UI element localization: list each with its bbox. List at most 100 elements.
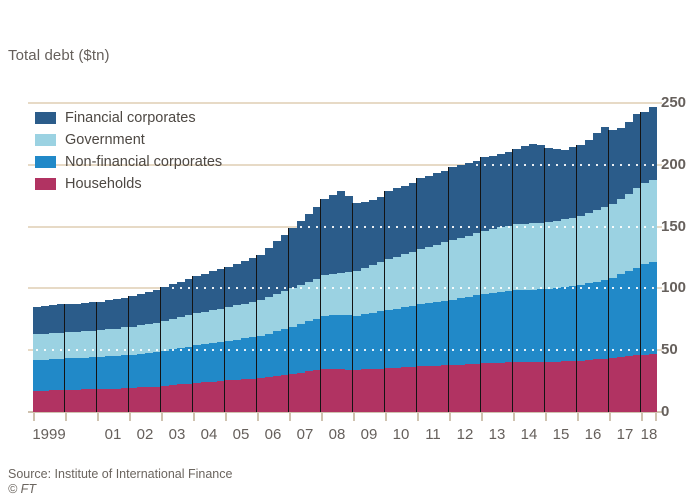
x-tick-2006 — [257, 413, 289, 421]
x-label-2006: 06 — [264, 426, 282, 443]
year-separator — [96, 302, 97, 412]
gridline-dot — [516, 349, 518, 352]
segment-households — [585, 360, 593, 412]
bar-2017-q3 — [625, 121, 633, 412]
x-tick-2010 — [385, 413, 417, 421]
gridline-dot — [508, 287, 510, 290]
x-label-2003: 03 — [168, 426, 186, 443]
gridline-dot — [500, 287, 502, 290]
year-separator — [160, 287, 161, 412]
segment-non-financial-corporates — [41, 359, 49, 391]
bar-2006-q1 — [256, 255, 265, 412]
segment-non-financial-corporates — [449, 299, 457, 366]
gridline-dot — [428, 287, 430, 290]
gridline-dot — [68, 349, 70, 352]
segment-government — [489, 229, 497, 293]
segment-non-financial-corporates — [529, 289, 537, 362]
gridline-dot — [652, 163, 654, 166]
segment-households — [201, 382, 209, 412]
segment-government — [321, 275, 329, 317]
gridline-dot — [444, 287, 446, 290]
segment-financial-corporates — [161, 287, 169, 322]
bar-2005-q2 — [233, 263, 241, 412]
x-label-2009: 09 — [360, 426, 378, 443]
segment-non-financial-corporates — [625, 271, 633, 357]
gridline-dot — [460, 349, 462, 352]
gridline-dot — [308, 349, 310, 352]
gridline-dot — [292, 349, 294, 352]
segment-non-financial-corporates — [361, 314, 369, 370]
segment-financial-corporates — [545, 147, 553, 223]
gridline-dot — [476, 287, 478, 290]
bar-2011-q4 — [441, 171, 449, 412]
gridline-dot — [308, 225, 310, 228]
segment-financial-corporates — [513, 148, 521, 225]
segment-government — [193, 313, 201, 346]
chart-legend: Financial corporates Government Non-financ… — [35, 110, 222, 199]
segment-non-financial-corporates — [33, 360, 41, 391]
segment-households — [137, 387, 145, 412]
segment-non-financial-corporates — [217, 342, 225, 382]
gridline-dot — [252, 349, 254, 352]
gridline-dot — [588, 287, 590, 290]
segment-government — [273, 294, 281, 332]
gridline-dot — [204, 287, 206, 290]
segment-financial-corporates — [633, 114, 641, 189]
segment-financial-corporates — [289, 227, 297, 289]
bar-2007-q3 — [305, 213, 313, 412]
gridline-dot — [284, 287, 286, 290]
year-separator — [448, 167, 449, 412]
segment-households — [169, 385, 177, 412]
gridline-dot — [468, 349, 470, 352]
bar-1999-q2 — [41, 305, 49, 412]
gridline-dot — [372, 349, 374, 352]
gridline-dot — [228, 349, 230, 352]
segment-households — [353, 369, 361, 412]
segment-households — [473, 363, 481, 412]
gridline-dot — [588, 225, 590, 228]
ft-credit: © FT — [8, 482, 36, 496]
segment-financial-corporates — [473, 161, 481, 234]
segment-financial-corporates — [497, 153, 505, 228]
segment-households — [649, 353, 657, 412]
segment-households — [193, 382, 201, 412]
segment-non-financial-corporates — [65, 358, 73, 390]
segment-households — [241, 379, 249, 412]
segment-non-financial-corporates — [249, 337, 257, 379]
segment-financial-corporates — [265, 248, 273, 298]
gridline-dot — [484, 287, 486, 290]
gridline-dot — [428, 225, 430, 228]
gridline-dot — [324, 287, 326, 290]
gridline-dot — [180, 287, 182, 290]
segment-financial-corporates — [609, 130, 617, 204]
gridline-dot — [324, 349, 326, 352]
segment-non-financial-corporates — [241, 338, 249, 380]
segment-non-financial-corporates — [601, 279, 609, 359]
year-separator — [480, 157, 481, 412]
segment-financial-corporates — [377, 196, 385, 263]
year-separator — [576, 145, 577, 412]
gridline-dot — [476, 163, 478, 166]
gridline-200 — [28, 163, 662, 166]
gridline-dot — [324, 225, 326, 228]
segment-financial-corporates — [297, 220, 305, 286]
gridline-dot — [620, 287, 622, 290]
gridline-dot — [468, 225, 470, 228]
segment-government — [537, 222, 545, 290]
gridline-dot — [172, 287, 174, 290]
segment-financial-corporates — [617, 127, 625, 199]
gridline-dot — [612, 287, 614, 290]
segment-government — [497, 227, 505, 293]
year-separator — [544, 147, 545, 412]
gridline-dot — [492, 163, 494, 166]
bar-2007-q4 — [313, 206, 321, 412]
segment-non-financial-corporates — [409, 305, 417, 367]
x-label-2001: 01 — [104, 426, 122, 443]
segment-government — [329, 273, 337, 316]
segment-financial-corporates — [49, 304, 57, 334]
segment-non-financial-corporates — [225, 340, 233, 381]
y-tick-label-250: 250 — [661, 94, 687, 111]
x-label-2015: 15 — [552, 426, 570, 443]
bar-2004-q1 — [192, 276, 201, 412]
segment-government — [97, 330, 105, 358]
